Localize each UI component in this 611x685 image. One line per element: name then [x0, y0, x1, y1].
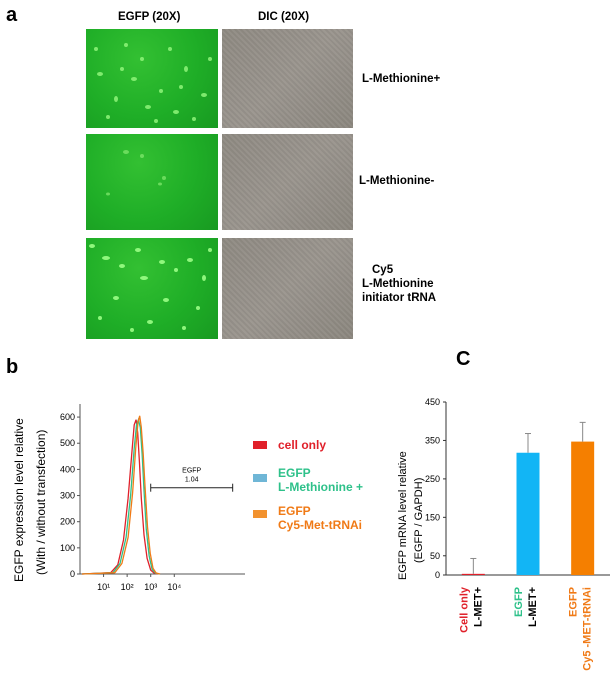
mrna-bar-chart: EGFP mRNA level relative (EGFP / GAPDH) … [397, 397, 610, 671]
bar-xlabel-2-line2: L-MET+ [527, 587, 539, 627]
panel-c-letter: C [456, 348, 471, 370]
legend-swatch-egfp-met [253, 474, 267, 482]
bar-ylabel-line1: EGFP mRNA level relative [397, 451, 409, 580]
bar-xlabels: Cell only L-MET+ EGFP L-MET+ EGFP Cy5 -MET-tR… [458, 586, 593, 671]
row2-label-line1: L-Methionine- [359, 175, 435, 187]
dic-image-row2 [222, 134, 353, 230]
egfp-image-row3 [86, 238, 218, 339]
gate-label: EGFP [182, 468, 201, 475]
histogram-y-tick-label: 200 [60, 517, 75, 527]
row3-label-line2: L-Methionine [362, 278, 434, 290]
legend-swatch-egfp-cy5 [253, 510, 267, 518]
histogram-gate: EGFP 1.04 [150, 468, 234, 492]
histogram-axes: 0 100 200 300 400 500 600 10¹ 10² 10³ 10⁴ [60, 404, 245, 592]
bar-marks [461, 421, 595, 575]
row1-label: L-Methionine+ [362, 72, 440, 86]
egfp-cells-row2 [106, 150, 166, 196]
row3-label-line1: Cy5 [372, 264, 394, 276]
panel-b-letter: b [6, 356, 19, 378]
panel-a-letter: a [6, 4, 18, 26]
row1-label-line1: L-Methionine+ [362, 73, 441, 85]
legend-label-egfp-cy5-line1: EGFP [278, 504, 311, 518]
bar-ylabel-line2: (EGFP / GAPDH) [413, 478, 425, 563]
histogram-y-tick-label: 500 [60, 438, 75, 448]
histogram-x-tick-label: 10¹ [97, 582, 110, 592]
histogram-y-tick-label: 300 [60, 491, 75, 501]
bar-y-tick-label: 250 [425, 474, 440, 484]
histogram-ylabel-line1: EGFP expression level relative [12, 418, 26, 582]
dic-column-header: DIC (20X) [258, 11, 310, 23]
egfp-image-row1 [86, 29, 218, 128]
histogram-y-tick-label: 400 [60, 464, 75, 474]
bar-xlabel-1-line2: L-MET+ [472, 587, 484, 627]
bar-1 [461, 573, 485, 575]
row3-label: Cy5 L-Methionine initiator tRNA [362, 263, 436, 305]
legend-label-egfp-cy5-line2: Cy5-Met-tRNAi [278, 518, 362, 532]
histogram-series-2 [81, 417, 160, 575]
bar-xlabel-1-line1: Cell only [458, 586, 470, 633]
histogram-y-tick-label: 100 [60, 543, 75, 553]
bar-y-tick-label: 150 [425, 512, 440, 522]
bar-3 [571, 441, 595, 575]
bar-xlabel-2-line1: EGFP [513, 587, 525, 617]
egfp-cells-row1 [94, 43, 212, 123]
legend-swatch-cell-only [253, 441, 267, 449]
bar-y-tick-label: 350 [425, 435, 440, 445]
histogram-y-tick-label: 600 [60, 412, 75, 422]
flow-histogram: EGFP expression level relative (With / w… [12, 404, 245, 592]
legend-label-cell-only: cell only [278, 438, 327, 452]
bar-xlabel-3-line1: EGFP [568, 587, 580, 617]
histogram-x-tick-label: 10³ [144, 582, 157, 592]
bar-y-tick-label: 0 [435, 570, 440, 580]
dic-image-row1 [222, 29, 353, 128]
bar-2 [516, 452, 540, 575]
histogram-x-tick-label: 10⁴ [167, 582, 181, 592]
egfp-image-row2 [86, 134, 218, 230]
legend-label-egfp-met-line1: EGFP [278, 466, 311, 480]
bar-y-tick-label: 450 [425, 397, 440, 407]
histogram-curves [81, 415, 161, 575]
dic-image-row3 [222, 238, 353, 339]
histogram-y-tick-label: 0 [70, 569, 75, 579]
row3-label-line3: initiator tRNA [362, 292, 437, 304]
egfp-cells-row3 [89, 244, 212, 332]
legend-label-egfp-met-line2: L-Methionine + [278, 480, 363, 494]
histogram-series-3 [81, 415, 161, 575]
gate-value: 1.04 [185, 477, 199, 484]
egfp-column-header: EGFP (20X) [118, 11, 181, 23]
row2-label: L-Methionine- [359, 174, 434, 188]
histogram-series-1 [81, 419, 159, 575]
bar-xlabel-3-line2: Cy5 -MET-tRNAi [582, 587, 594, 671]
bar-y-tick-label: 50 [430, 551, 440, 561]
histogram-x-tick-label: 10² [121, 582, 134, 592]
histogram-ylabel-line2: (With / without transfection) [34, 430, 48, 575]
